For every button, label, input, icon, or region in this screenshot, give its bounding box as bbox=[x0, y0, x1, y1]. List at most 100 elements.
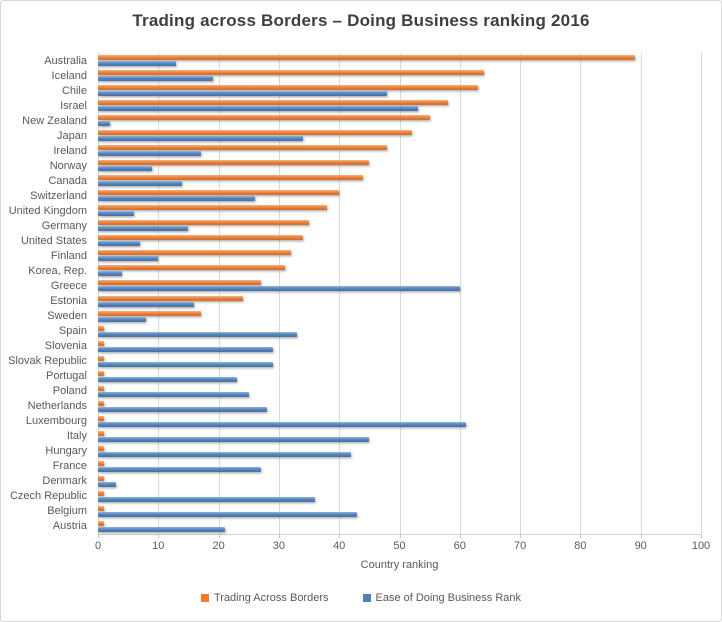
x-tick-mark bbox=[218, 534, 220, 538]
bar-ease-of-doing-business bbox=[98, 346, 273, 352]
x-tick-mark bbox=[399, 534, 401, 538]
category-label: Australia bbox=[44, 54, 87, 67]
bar-ease-of-doing-business bbox=[98, 271, 123, 277]
x-tick-mark bbox=[278, 534, 280, 538]
bar-ease-of-doing-business bbox=[98, 241, 141, 247]
bar-trading-across-borders bbox=[98, 70, 484, 76]
bar-trading-across-borders bbox=[98, 190, 340, 196]
category-label: Luxembourg bbox=[25, 415, 87, 428]
category-label: Ireland bbox=[53, 144, 87, 157]
bar-trading-across-borders bbox=[98, 415, 105, 421]
bar-ease-of-doing-business bbox=[98, 226, 189, 232]
chart-row bbox=[98, 399, 701, 414]
x-tick-mark bbox=[98, 534, 99, 538]
bar-trading-across-borders bbox=[98, 145, 388, 151]
chart-row bbox=[98, 98, 701, 113]
chart-row bbox=[98, 53, 701, 68]
bar-trading-across-borders bbox=[98, 355, 105, 361]
bar-trading-across-borders bbox=[98, 205, 328, 211]
bar-trading-across-borders bbox=[98, 310, 201, 316]
chart-title: Trading across Borders – Doing Business … bbox=[132, 11, 590, 30]
chart-row bbox=[98, 128, 701, 143]
category-label: Italy bbox=[66, 430, 87, 443]
bar-trading-across-borders bbox=[98, 475, 105, 481]
legend-swatch-trading-across-borders bbox=[200, 594, 209, 602]
x-tick-label: 70 bbox=[513, 540, 527, 552]
x-tick-label: 0 bbox=[94, 540, 102, 552]
bar-ease-of-doing-business bbox=[98, 301, 195, 307]
category-label: Iceland bbox=[51, 69, 87, 82]
gridline bbox=[459, 53, 461, 534]
category-label: Spain bbox=[58, 325, 87, 338]
category-label: Hungary bbox=[45, 445, 87, 458]
bar-ease-of-doing-business bbox=[98, 121, 111, 127]
bar-trading-across-borders bbox=[98, 430, 105, 436]
bar-ease-of-doing-business bbox=[98, 211, 135, 217]
chart-row bbox=[98, 83, 701, 98]
category-label: Portugal bbox=[46, 370, 87, 383]
x-tick-label: 10 bbox=[152, 540, 165, 552]
chart-row bbox=[98, 233, 701, 248]
category-label: Estonia bbox=[50, 295, 87, 308]
category-axis: Australia Iceland Chile Israel New Zealand Ja… bbox=[1, 53, 93, 534]
category-label: Czech Republic bbox=[9, 490, 87, 503]
chart-row bbox=[98, 113, 701, 128]
bar-ease-of-doing-business bbox=[98, 196, 255, 202]
bar-ease-of-doing-business bbox=[98, 526, 225, 532]
chart-row bbox=[98, 459, 701, 474]
bar-ease-of-doing-business bbox=[98, 331, 297, 337]
bar-trading-across-borders bbox=[98, 55, 635, 60]
bar-ease-of-doing-business bbox=[98, 151, 201, 157]
bar-trading-across-borders bbox=[98, 160, 370, 166]
bar-ease-of-doing-business bbox=[98, 106, 418, 112]
x-tick-label: 60 bbox=[453, 540, 466, 552]
x-tick-label: 20 bbox=[212, 540, 225, 552]
category-label: Slovak Republic bbox=[8, 355, 87, 368]
category-label: Slovenia bbox=[44, 340, 87, 353]
bar-trading-across-borders bbox=[98, 175, 364, 181]
chart-row bbox=[98, 188, 701, 203]
bar-ease-of-doing-business bbox=[98, 436, 370, 442]
chart-row bbox=[98, 384, 701, 399]
bar-ease-of-doing-business bbox=[98, 406, 267, 412]
bar-ease-of-doing-business bbox=[98, 76, 213, 82]
category-label: Poland bbox=[52, 385, 87, 398]
chart-row bbox=[98, 354, 701, 369]
bar-trading-across-borders bbox=[98, 490, 105, 496]
bar-trading-across-borders bbox=[98, 370, 105, 376]
bar-trading-across-borders bbox=[98, 130, 412, 136]
category-label: Austria bbox=[52, 520, 87, 533]
bar-trading-across-borders bbox=[98, 505, 105, 511]
bar-trading-across-borders bbox=[98, 520, 105, 526]
x-axis: 0 10 20 30 40 50 60 70 80 90 100 bbox=[94, 534, 710, 558]
bar-trading-across-borders bbox=[98, 220, 310, 226]
category-label: Belgium bbox=[47, 505, 87, 518]
x-tick-mark bbox=[158, 534, 160, 538]
bar-ease-of-doing-business bbox=[98, 256, 159, 262]
legend: Trading Across Borders Ease of Doing Bus… bbox=[1, 592, 721, 604]
bar-trading-across-borders bbox=[98, 445, 105, 451]
bar-ease-of-doing-business bbox=[98, 316, 147, 322]
x-tick-mark bbox=[640, 534, 642, 538]
chart-row bbox=[98, 444, 701, 459]
gridline bbox=[640, 53, 642, 534]
gridline bbox=[339, 53, 341, 534]
chart-row bbox=[98, 369, 701, 384]
bar-trading-across-borders bbox=[98, 400, 105, 406]
x-tick-label: 100 bbox=[691, 540, 711, 552]
gridline bbox=[399, 53, 401, 534]
chart-row bbox=[98, 324, 701, 339]
legend-label-trading-across-borders: Trading Across Borders bbox=[213, 592, 329, 604]
bar-trading-across-borders bbox=[98, 280, 261, 286]
category-label: Israel bbox=[60, 99, 87, 112]
chart-row bbox=[98, 218, 701, 233]
category-label: Japan bbox=[57, 129, 87, 142]
bar-trading-across-borders bbox=[98, 460, 105, 466]
category-label: United States bbox=[20, 234, 87, 247]
category-label: Switzerland bbox=[30, 189, 87, 202]
bar-ease-of-doing-business bbox=[98, 451, 352, 457]
bar-ease-of-doing-business bbox=[98, 421, 466, 427]
gridline bbox=[98, 53, 99, 534]
bar-trading-across-borders bbox=[98, 340, 105, 346]
